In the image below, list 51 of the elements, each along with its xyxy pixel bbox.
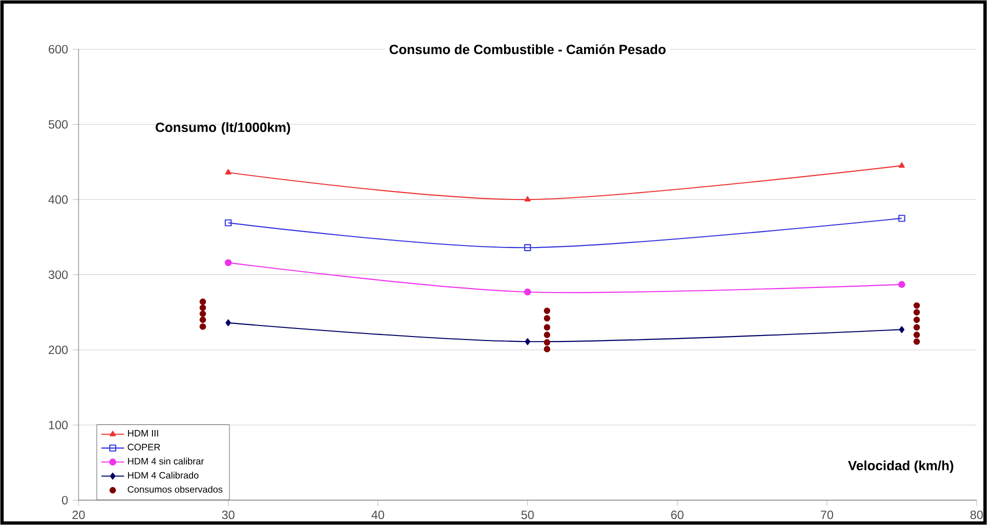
chart-title: Consumo de Combustible - Camión Pesado <box>390 44 666 54</box>
x-tick-label: 40 <box>372 510 384 520</box>
point <box>544 308 550 314</box>
y-tick-label: 0 <box>62 496 68 504</box>
point <box>524 288 532 296</box>
point <box>524 196 531 202</box>
point <box>898 162 905 168</box>
point <box>898 214 906 222</box>
point <box>914 302 920 309</box>
point <box>200 316 206 323</box>
point <box>914 316 920 323</box>
point <box>898 281 906 288</box>
legend-label: HDM 4 sin calibrar <box>128 458 204 464</box>
x-axis-title: Velocidad (km/h) <box>848 460 954 473</box>
y-tick-label: 100 <box>49 420 68 430</box>
point <box>914 338 920 345</box>
point <box>200 298 206 305</box>
point <box>226 319 231 326</box>
point <box>524 338 530 346</box>
legend-label: HDM 4 Calibrado <box>128 472 198 479</box>
point <box>914 324 920 331</box>
point <box>914 309 920 316</box>
point <box>544 346 550 352</box>
point <box>544 339 550 346</box>
x-tick-label: 30 <box>222 510 234 520</box>
legend-label: Consumos observados <box>128 486 222 493</box>
point <box>524 244 532 252</box>
legend-label: COPER <box>128 444 160 450</box>
point <box>899 326 904 334</box>
y-axis-title: Consumo (lt/1000km) <box>156 122 290 135</box>
point <box>200 310 206 317</box>
point <box>544 324 550 331</box>
point <box>224 259 232 266</box>
y-tick-label: 400 <box>48 195 68 204</box>
x-tick-label: 70 <box>820 510 834 520</box>
point <box>544 315 550 322</box>
point <box>914 332 920 338</box>
y-tick-label: 200 <box>48 346 68 354</box>
x-tick-label: 50 <box>521 510 534 520</box>
x-tick-label: 60 <box>671 510 684 520</box>
point <box>200 304 206 311</box>
legend-label: HDM III <box>128 430 158 436</box>
point <box>225 169 232 174</box>
y-tick-label: 600 <box>48 44 68 54</box>
y-tick-label: 300 <box>48 270 68 279</box>
point <box>224 219 232 226</box>
point <box>544 332 550 338</box>
x-tick-label: 80 <box>970 510 983 520</box>
y-tick-label: 500 <box>48 120 68 129</box>
point <box>200 323 206 330</box>
x-tick-label: 20 <box>72 510 85 520</box>
